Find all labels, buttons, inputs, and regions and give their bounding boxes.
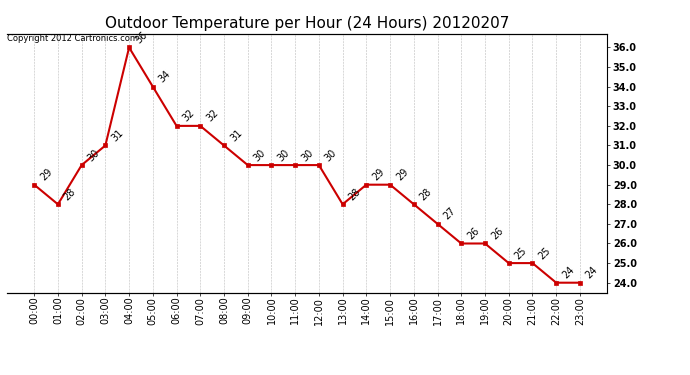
Text: 32: 32: [181, 108, 197, 124]
Text: 27: 27: [442, 206, 457, 222]
Text: 25: 25: [537, 245, 553, 261]
Text: 30: 30: [275, 147, 291, 163]
Text: 32: 32: [204, 108, 220, 124]
Text: 31: 31: [228, 128, 244, 143]
Text: 28: 28: [347, 186, 363, 202]
Text: 24: 24: [560, 265, 576, 280]
Text: 30: 30: [86, 147, 101, 163]
Text: 29: 29: [39, 167, 55, 183]
Text: 24: 24: [584, 265, 600, 280]
Text: 30: 30: [252, 147, 268, 163]
Text: 30: 30: [299, 147, 315, 163]
Text: 31: 31: [110, 128, 126, 143]
Text: 29: 29: [371, 167, 386, 183]
Text: Copyright 2012 Cartronics.com: Copyright 2012 Cartronics.com: [7, 34, 138, 43]
Title: Outdoor Temperature per Hour (24 Hours) 20120207: Outdoor Temperature per Hour (24 Hours) …: [105, 16, 509, 31]
Text: 28: 28: [62, 186, 78, 202]
Text: 26: 26: [466, 225, 481, 242]
Text: 25: 25: [513, 245, 529, 261]
Text: 29: 29: [394, 167, 410, 183]
Text: 36: 36: [133, 30, 149, 45]
Text: 34: 34: [157, 69, 172, 84]
Text: 26: 26: [489, 225, 505, 242]
Text: 28: 28: [418, 186, 434, 202]
Text: 30: 30: [323, 147, 339, 163]
